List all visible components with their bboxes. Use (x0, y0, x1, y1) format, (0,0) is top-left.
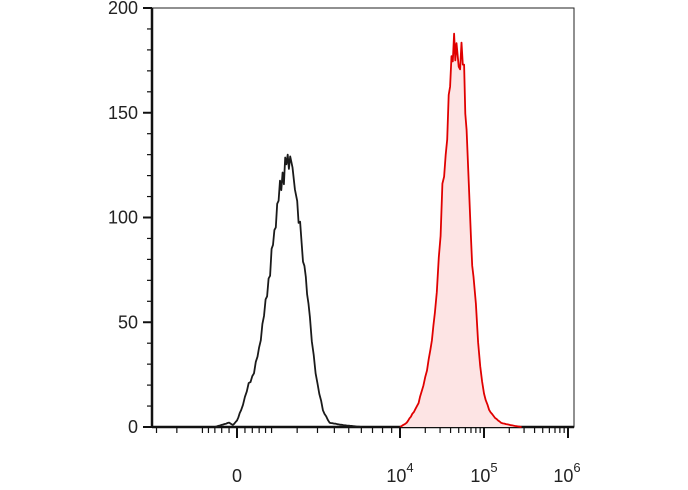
y-tick-label: 0 (128, 417, 138, 437)
y-axis: 0 50 100 150 200 (108, 0, 152, 437)
x-tick-label: 104 (386, 460, 413, 486)
y-tick-label: 200 (108, 0, 138, 18)
plot-frame (150, 7, 575, 429)
series-layer (214, 32, 522, 428)
series-line-0 (214, 153, 362, 428)
y-tick-label: 100 (108, 208, 138, 228)
x-tick-label: 0 (232, 466, 242, 486)
series-line-1 (399, 32, 522, 428)
y-tick-label: 50 (118, 312, 138, 332)
plot-border (151, 7, 575, 428)
series-fill-1 (400, 33, 522, 427)
x-axis: 0 104 105 106 (155, 427, 581, 486)
x-tick-label: 106 (553, 460, 580, 486)
y-tick-label: 150 (108, 103, 138, 123)
x-tick-label: 105 (470, 460, 497, 486)
